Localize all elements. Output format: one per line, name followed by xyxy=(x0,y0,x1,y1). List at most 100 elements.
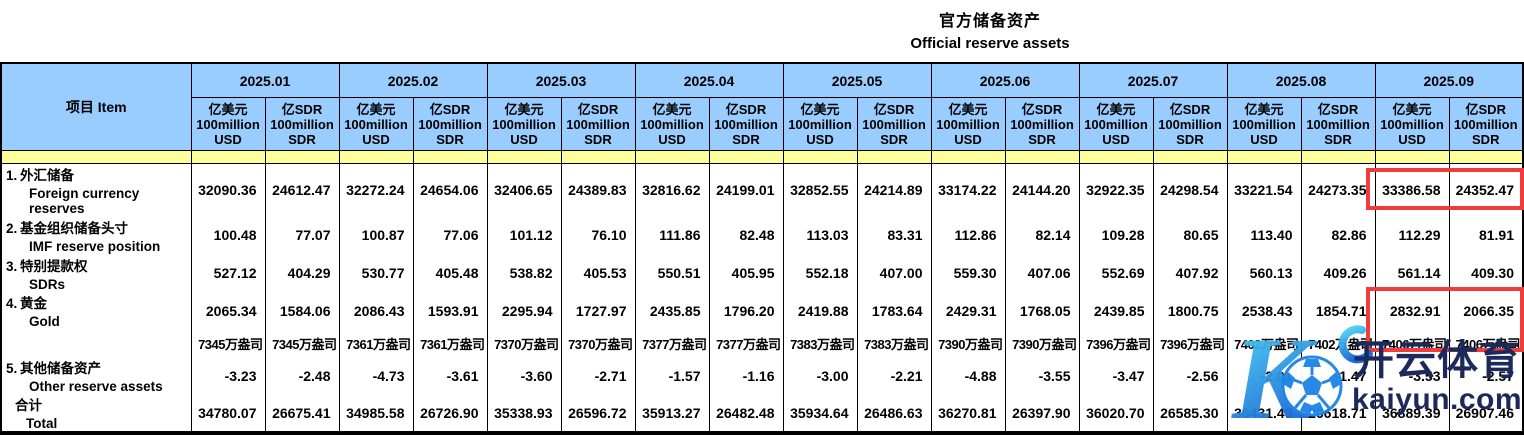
value-cell: 7402万盎司 xyxy=(1226,329,1301,357)
month-header: 2025.01 xyxy=(190,63,339,98)
page-title: 官方储备资产 Official reserve assets xyxy=(758,7,1222,52)
band-cell xyxy=(634,150,709,164)
value-cell: 559.30 xyxy=(930,254,1005,292)
value-cell: 538.82 xyxy=(486,254,561,292)
value-cell: -3.47 xyxy=(1078,357,1153,394)
value-cell: 24389.83 xyxy=(560,163,635,216)
value-cell: 1768.05 xyxy=(1004,292,1079,329)
value-cell: 36270.81 xyxy=(930,394,1005,433)
unit-header-usd: 亿美元 100million USD xyxy=(1078,97,1153,151)
value-cell: 2086.43 xyxy=(338,292,413,329)
unit-header-sdr: 亿SDR 100million SDR xyxy=(1004,97,1079,151)
value-cell: 35934.64 xyxy=(782,394,857,433)
value-cell: 7383万盎司 xyxy=(856,329,931,357)
unit-header-usd: 亿美元 100million USD xyxy=(634,97,709,151)
band-cell xyxy=(1226,150,1301,164)
value-cell: 2832.91 xyxy=(1374,292,1449,329)
value-cell: 100.87 xyxy=(338,216,413,254)
value-cell: -3.61 xyxy=(412,357,487,394)
value-cell: 405.95 xyxy=(708,254,783,292)
band-cell xyxy=(264,150,339,164)
value-cell: 7370万盎司 xyxy=(560,329,635,357)
value-cell: 1854.71 xyxy=(1300,292,1375,329)
value-cell: 26907.46 xyxy=(1448,394,1523,433)
table-row-gold-ounces: 7345万盎司 7345万盎司 7361万盎司 7361万盎司 7370万盎司 7370万… xyxy=(1,329,1523,357)
value-cell: 101.12 xyxy=(486,216,561,254)
unit-header-sdr: 亿SDR 100million SDR xyxy=(1152,97,1227,151)
band-cell xyxy=(1152,150,1227,164)
table-row: 2. 基金组织储备头寸 IMF reserve position 100.48 77… xyxy=(1,216,1523,254)
value-cell: 77.07 xyxy=(264,216,339,254)
value-cell: 1783.64 xyxy=(856,292,931,329)
band-cell xyxy=(560,150,635,164)
value-cell: 7377万盎司 xyxy=(634,329,709,357)
value-cell: 560.13 xyxy=(1226,254,1301,292)
band-cell xyxy=(1448,150,1523,164)
band-cell xyxy=(338,150,413,164)
band-cell xyxy=(856,150,931,164)
unit-header-sdr: 亿SDR 100million SDR xyxy=(264,97,339,151)
value-cell: 7370万盎司 xyxy=(486,329,561,357)
value-cell: 82.48 xyxy=(708,216,783,254)
value-cell: -4.88 xyxy=(930,357,1005,394)
title-zh: 官方储备资产 xyxy=(938,13,1041,30)
value-cell: 2538.43 xyxy=(1226,292,1301,329)
value-cell: 32406.65 xyxy=(486,163,561,216)
value-cell: 77.06 xyxy=(412,216,487,254)
value-cell: 7402万盎司 xyxy=(1300,329,1375,357)
value-cell: 24144.20 xyxy=(1004,163,1079,216)
month-header: 2025.06 xyxy=(930,63,1079,98)
table-row: 3. 特别提款权 SDRs 527.12 404.29 530.77 405.48 538… xyxy=(1,254,1523,292)
value-cell: 26726.90 xyxy=(412,394,487,433)
unit-header-usd: 亿美元 100million USD xyxy=(930,97,1005,151)
value-cell: 33221.54 xyxy=(1226,163,1301,216)
value-cell: 83.31 xyxy=(856,216,931,254)
value-cell: 404.29 xyxy=(264,254,339,292)
value-cell: 113.40 xyxy=(1226,216,1301,254)
value-cell: 2435.85 xyxy=(634,292,709,329)
value-cell: 34985.58 xyxy=(338,394,413,433)
value-cell: -4.73 xyxy=(338,357,413,394)
unit-header-usd: 亿美元 100million USD xyxy=(782,97,857,151)
value-cell: -2.71 xyxy=(560,357,635,394)
unit-header-sdr: 亿SDR 100million SDR xyxy=(708,97,783,151)
title-en: Official reserve assets xyxy=(910,35,1070,52)
table-row: 4. 黄金 Gold 2065.34 1584.06 2086.43 1593.91 22… xyxy=(1,292,1523,329)
table-row: 1. 外汇储备 Foreign currency reserves 32090.3… xyxy=(1,163,1523,216)
value-cell: 82.14 xyxy=(1004,216,1079,254)
value-cell: 409.26 xyxy=(1300,254,1375,292)
value-cell: 113.03 xyxy=(782,216,857,254)
value-cell: -2.21 xyxy=(856,357,931,394)
value-cell: 24612.47 xyxy=(264,163,339,216)
value-cell: 26397.90 xyxy=(1004,394,1079,433)
value-cell: 7383万盎司 xyxy=(782,329,857,357)
value-cell: 1584.06 xyxy=(264,292,339,329)
month-header: 2025.03 xyxy=(486,63,635,98)
value-cell: 32816.62 xyxy=(634,163,709,216)
month-header: 2025.07 xyxy=(1078,63,1227,98)
band-cell xyxy=(486,150,561,164)
unit-header-usd: 亿美元 100million USD xyxy=(1374,97,1449,151)
value-cell: 80.65 xyxy=(1152,216,1227,254)
value-cell: -2.56 xyxy=(1152,357,1227,394)
item-label xyxy=(1,329,191,357)
value-cell: 109.28 xyxy=(1078,216,1153,254)
value-cell: 32272.24 xyxy=(338,163,413,216)
month-header: 2025.02 xyxy=(338,63,487,98)
value-cell: 26675.41 xyxy=(264,394,339,433)
value-cell: 7396万盎司 xyxy=(1078,329,1153,357)
value-cell: 7406万盎司 xyxy=(1374,329,1449,357)
value-cell: 7406万盎司 xyxy=(1448,329,1523,357)
value-cell: 7390万盎司 xyxy=(930,329,1005,357)
value-cell: 7345万盎司 xyxy=(264,329,339,357)
unit-header-usd: 亿美元 100million USD xyxy=(1226,97,1301,151)
month-header: 2025.08 xyxy=(1226,63,1375,98)
item-label: 1. 外汇储备 Foreign currency reserves xyxy=(6,168,140,216)
value-cell: 24273.35 xyxy=(1300,163,1375,216)
value-cell: 405.53 xyxy=(560,254,635,292)
value-cell: 24352.47 xyxy=(1448,163,1523,216)
value-cell: 24199.01 xyxy=(708,163,783,216)
value-cell: 407.00 xyxy=(856,254,931,292)
value-cell: 2419.88 xyxy=(782,292,857,329)
item-label: 4. 黄金 Gold xyxy=(6,296,60,329)
